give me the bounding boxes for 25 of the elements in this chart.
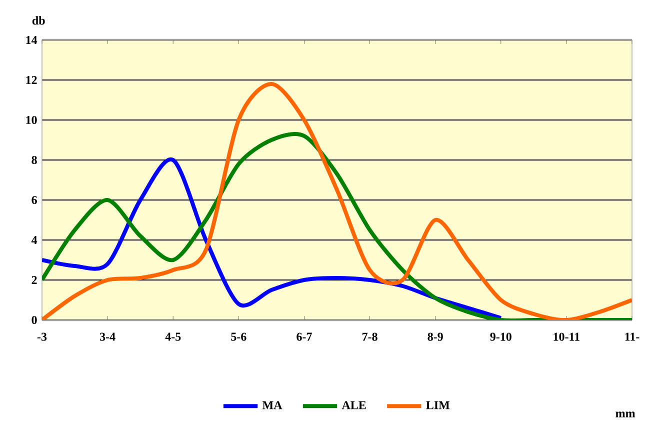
x-tick-label: 10-11 (554, 332, 580, 341)
y-tick-label: 10 (26, 116, 37, 124)
x-tick-label: 11- (625, 332, 640, 341)
x-tick-label: 3-4 (100, 332, 116, 341)
line-series (42, 82, 632, 320)
y-tick-label: 6 (32, 196, 37, 204)
y-tick-label: 2 (32, 276, 37, 284)
y-tick-label: 14 (26, 36, 38, 44)
y-axis-title: db (32, 16, 45, 25)
y-tick-label: 12 (26, 76, 37, 84)
line-series (42, 157, 503, 320)
x-tick-label: 7-8 (362, 332, 378, 341)
text: mm (616, 412, 636, 418)
y-tick-label: 4 (31, 236, 38, 244)
y-tick-label: 8 (32, 156, 37, 164)
legend-label: LIM (426, 401, 450, 410)
x-tick-label: 5-6 (231, 332, 246, 341)
legend-label: ALE (342, 401, 366, 410)
x-tick-label: -3 (37, 332, 47, 341)
y-tick-label: 0 (32, 316, 37, 324)
legend-label: MA (262, 401, 282, 410)
x-tick-label: 4-5 (165, 332, 181, 341)
x-tick-label: 6-7 (296, 332, 312, 341)
x-tick-label: 8-9 (428, 332, 443, 341)
x-tick-label: 9-10 (490, 332, 512, 341)
